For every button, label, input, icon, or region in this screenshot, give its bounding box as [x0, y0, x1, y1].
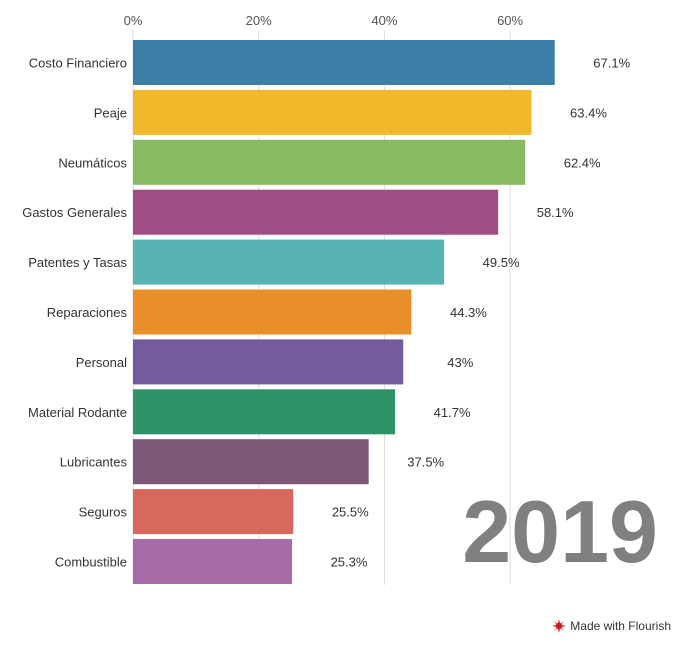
bar: [133, 389, 396, 435]
x-tick-label: 60%: [497, 13, 523, 28]
value-label: 41.7%: [434, 405, 471, 420]
bar: [133, 539, 293, 584]
year-label: 2019: [462, 482, 658, 581]
bar: [133, 139, 526, 185]
flourish-credit-text: Made with Flourish: [570, 619, 671, 633]
x-tick-label: 40%: [371, 13, 397, 28]
category-label: Peaje: [94, 105, 127, 120]
category-label: Personal: [76, 355, 127, 370]
bar: [133, 439, 369, 485]
bar: [133, 189, 499, 235]
value-label: 62.4%: [564, 155, 601, 170]
category-label: Patentes y Tasas: [28, 255, 127, 270]
category-label: Material Rodante: [28, 405, 127, 420]
category-label: Reparaciones: [47, 305, 128, 320]
bar: [133, 40, 555, 85]
category-label: Gastos Generales: [22, 205, 127, 220]
category-label: Seguros: [79, 505, 128, 520]
flourish-credit[interactable]: Made with Flourish: [552, 619, 671, 633]
value-label: 43%: [447, 355, 473, 370]
x-tick-label: 20%: [246, 13, 272, 28]
value-label: 25.5%: [332, 505, 369, 520]
bar: [133, 89, 532, 135]
bar: [133, 489, 294, 535]
value-label: 67.1%: [593, 56, 630, 71]
flourish-burst-icon: [552, 619, 567, 633]
bar: [133, 239, 445, 285]
value-label: 49.5%: [483, 255, 520, 270]
bar: [133, 289, 412, 335]
value-label: 25.3%: [331, 555, 368, 570]
value-label: 63.4%: [570, 105, 607, 120]
x-tick-label: 0%: [124, 13, 143, 28]
value-label: 58.1%: [537, 205, 574, 220]
value-label: 44.3%: [450, 305, 487, 320]
category-label: Neumáticos: [58, 155, 127, 170]
category-label: Lubricantes: [60, 455, 128, 470]
bars: [133, 40, 555, 584]
value-label: 37.5%: [407, 455, 444, 470]
category-label: Combustible: [55, 555, 127, 570]
category-label: Costo Financiero: [29, 56, 127, 71]
bar: [133, 339, 404, 385]
labels: 0% 20% 40% 60% Costo Financiero 67.1% Peaje 63.…: [22, 13, 630, 570]
